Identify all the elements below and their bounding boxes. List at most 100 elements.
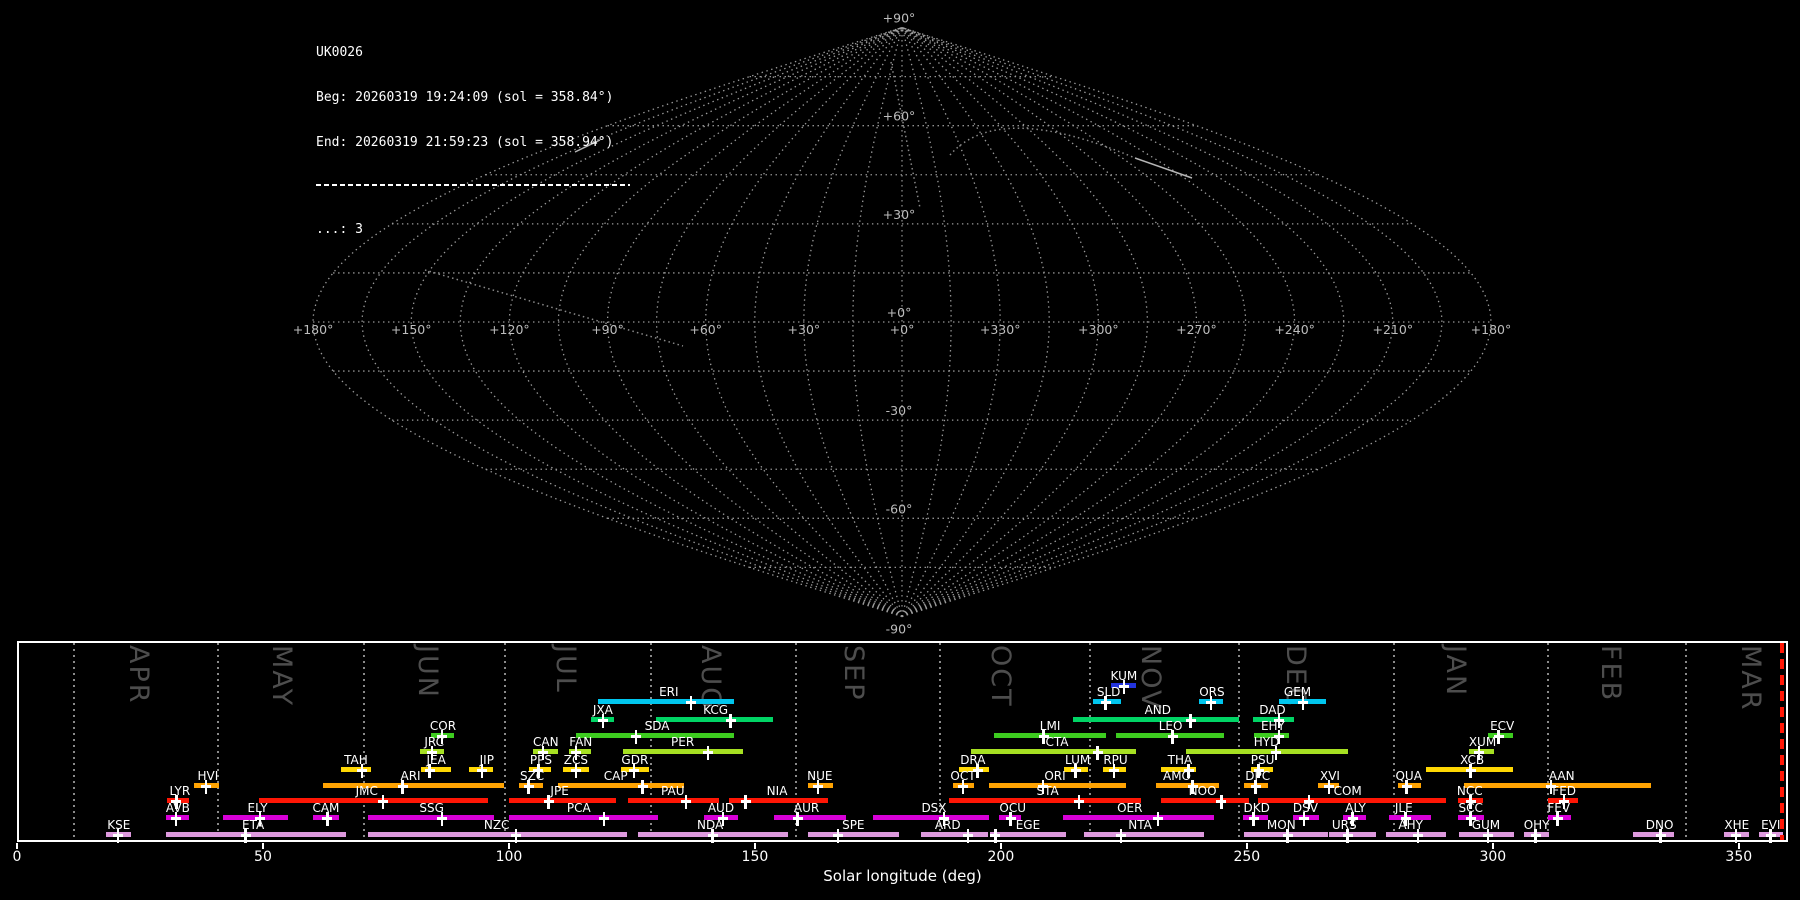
shower-label-JXA: JXA bbox=[592, 703, 613, 717]
shower-label-GUM: GUM bbox=[1471, 818, 1501, 832]
x-tick-150 bbox=[753, 843, 756, 849]
month-boundary-OCT bbox=[938, 643, 941, 840]
map-meridian--15 bbox=[852, 27, 903, 617]
shower-peak-QUA bbox=[1401, 779, 1413, 794]
shower-bar-SPE bbox=[807, 831, 900, 837]
shower-peak-MON bbox=[1282, 828, 1294, 843]
shower-peak-XCB bbox=[1465, 763, 1477, 778]
map-meridian-45 bbox=[901, 27, 1050, 617]
shower-peak-AMO bbox=[1187, 779, 1199, 794]
shower-label-EVI: EVI bbox=[1761, 818, 1781, 832]
month-label-JUL: JUL bbox=[549, 645, 581, 694]
shower-peak-AUR bbox=[792, 811, 804, 826]
shower-label-RPU: RPU bbox=[1103, 753, 1128, 767]
shower-label-ELY: ELY bbox=[247, 801, 268, 815]
shower-bar-DKD bbox=[1242, 814, 1268, 820]
shower-label-NDA: NDA bbox=[697, 818, 724, 832]
begin-time: Beg: 20260319 19:24:09 (sol = 358.84°) bbox=[316, 90, 614, 105]
meteor-trail-4 bbox=[890, 61, 921, 209]
shower-peak-NOO bbox=[1215, 794, 1227, 809]
x-tick-50 bbox=[261, 843, 264, 849]
shower-label-FEV: FEV bbox=[1547, 801, 1571, 815]
shower-label-GDR: GDR bbox=[621, 753, 649, 767]
shower-bar-DRA bbox=[959, 766, 990, 772]
shower-peak-DNO bbox=[1655, 828, 1667, 843]
shower-peak-KUM bbox=[1118, 679, 1130, 694]
map-lon-label-90: +270° bbox=[1176, 322, 1217, 337]
shower-peak-KSE bbox=[112, 828, 124, 843]
shower-label-OCT: OCT bbox=[950, 769, 976, 783]
shower-peak-JRC bbox=[426, 745, 438, 760]
map-lat-label-30: +30° bbox=[883, 207, 916, 222]
shower-label-DSV: DSV bbox=[1292, 801, 1318, 815]
shower-label-JIP: JIP bbox=[479, 753, 494, 767]
shower-peak-ELY bbox=[254, 811, 266, 826]
shower-bar-HYD bbox=[1185, 748, 1348, 754]
shower-peak-GUM bbox=[1482, 828, 1494, 843]
shower-bar-LYR bbox=[167, 797, 190, 803]
shower-peak-DSX bbox=[938, 811, 950, 826]
map-lon-label-60: +300° bbox=[1078, 322, 1119, 337]
shower-label-CAM: CAM bbox=[312, 801, 340, 815]
shower-label-SSG: SSG bbox=[419, 801, 444, 815]
shower-peak-HYD bbox=[1270, 745, 1282, 760]
shower-bar-AUR bbox=[774, 814, 846, 820]
shower-bar-EHY bbox=[1253, 732, 1289, 738]
shower-label-ALY: ALY bbox=[1345, 801, 1366, 815]
shower-bar-STA bbox=[948, 797, 1142, 803]
shower-peak-ARD bbox=[962, 828, 974, 843]
map-lat-label--90: -90° bbox=[886, 621, 913, 636]
x-tick-label-100: 100 bbox=[495, 849, 523, 865]
x-tick-100 bbox=[507, 843, 510, 849]
shower-peak-CAM bbox=[321, 811, 333, 826]
meteor-trail-5 bbox=[424, 269, 684, 347]
shower-bar-LEO bbox=[1116, 732, 1224, 738]
shower-bar-JMC bbox=[259, 797, 488, 803]
map-lon-label--60: +60° bbox=[689, 322, 722, 337]
shower-bar-ARI bbox=[322, 782, 505, 788]
shower-bar-ARD bbox=[920, 831, 989, 837]
shower-label-XVI: XVI bbox=[1320, 769, 1340, 783]
shower-label-SLD: SLD bbox=[1096, 685, 1121, 699]
shower-peak-DKD bbox=[1248, 811, 1260, 826]
shower-bar-LMI bbox=[994, 732, 1106, 738]
shower-label-ARI: ARI bbox=[400, 769, 421, 783]
shower-bar-CAP bbox=[557, 782, 685, 788]
shower-bar-DSV bbox=[1292, 814, 1319, 820]
shower-peak-XVI bbox=[1323, 779, 1335, 794]
shower-peak-COM bbox=[1303, 794, 1315, 809]
map-meridian--90 bbox=[606, 26, 903, 618]
x-tick-350 bbox=[1737, 843, 1740, 849]
shower-peak-XUM bbox=[1473, 745, 1485, 760]
map-lat-label--30: -30° bbox=[886, 403, 913, 418]
x-tick-250 bbox=[1245, 843, 1248, 849]
end-time: End: 20260319 21:59:23 (sol = 358.94°) bbox=[316, 135, 614, 150]
shower-label-LYR: LYR bbox=[169, 784, 191, 798]
x-tick-0 bbox=[16, 843, 18, 849]
month-boundary-MAY bbox=[217, 643, 220, 840]
shower-bar-DSX bbox=[872, 814, 990, 820]
shower-peak-ECV bbox=[1493, 729, 1505, 744]
month-label-NOV: NOV bbox=[1134, 645, 1166, 711]
shower-peak-LYR bbox=[170, 794, 182, 809]
shower-peak-SZC bbox=[523, 779, 535, 794]
shower-bar-ETA bbox=[165, 831, 346, 837]
month-boundary-DEC bbox=[1237, 643, 1240, 840]
shower-peak-EGE bbox=[989, 828, 1001, 843]
shower-peak-LUM bbox=[1070, 763, 1082, 778]
shower-bar-NIA bbox=[728, 797, 828, 803]
x-axis-title: Solar longitude (deg) bbox=[823, 867, 982, 885]
shower-peak-URS bbox=[1342, 828, 1354, 843]
shower-peak-PAU bbox=[680, 794, 692, 809]
shower-bar-DAD bbox=[1252, 716, 1295, 722]
x-tick-label-150: 150 bbox=[741, 849, 769, 865]
shower-label-THA: THA bbox=[1167, 753, 1193, 767]
chart-frame bbox=[17, 641, 1788, 842]
observation-header: UK0026 Beg: 20260319 19:24:09 (sol = 358… bbox=[316, 15, 630, 267]
month-label-JAN: JAN bbox=[1439, 645, 1471, 698]
shower-peak-JXA bbox=[597, 713, 609, 728]
shower-label-AUD: AUD bbox=[707, 801, 735, 815]
shower-bar-QUA bbox=[1397, 782, 1421, 788]
shower-bar-CAM bbox=[312, 814, 339, 820]
